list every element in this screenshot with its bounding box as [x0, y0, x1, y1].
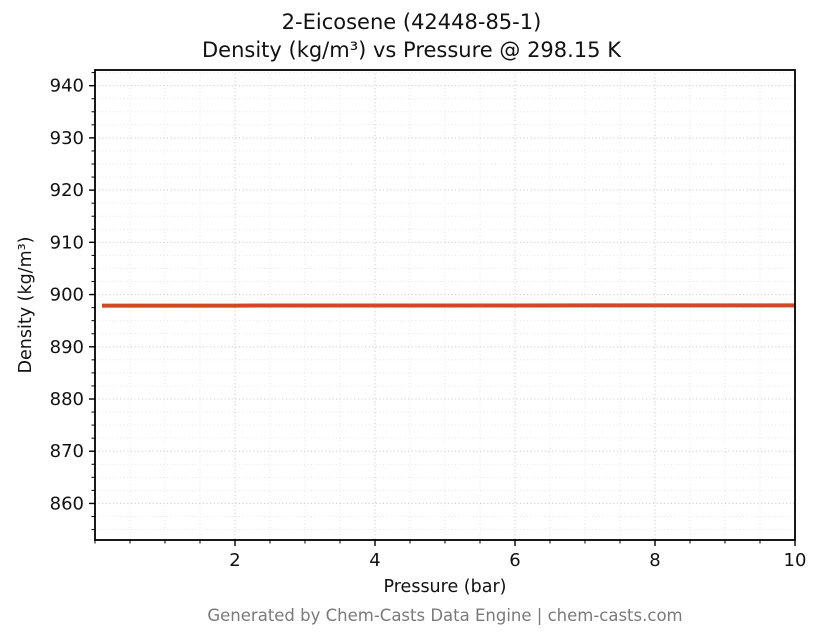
y-tick-label: 900 [50, 285, 84, 306]
y-tick-label: 870 [50, 441, 84, 462]
x-tick-label: 6 [509, 550, 520, 571]
y-tick-label: 940 [50, 76, 84, 97]
y-tick-label: 930 [50, 128, 84, 149]
chart-title-line2: Density (kg/m³) vs Pressure @ 298.15 K [201, 38, 621, 62]
y-tick-label: 890 [50, 337, 84, 358]
y-tick-label: 880 [50, 389, 84, 410]
y-tick-label: 910 [50, 232, 84, 253]
x-axis-label: Pressure (bar) [383, 577, 507, 597]
y-tick-label: 860 [50, 493, 84, 514]
plot-border [94, 69, 796, 541]
x-tick-label: 10 [784, 550, 807, 571]
attribution-text: Generated by Chem-Casts Data Engine | ch… [207, 606, 683, 625]
y-tick-label: 920 [50, 180, 84, 201]
chart-title-line1: 2-Eicosene (42448-85-1) [281, 10, 542, 34]
x-tick-label: 2 [229, 550, 240, 571]
x-tick-label: 8 [649, 550, 660, 571]
y-axis-label: Density (kg/m³) [16, 236, 36, 374]
x-tick-label: 4 [369, 550, 380, 571]
